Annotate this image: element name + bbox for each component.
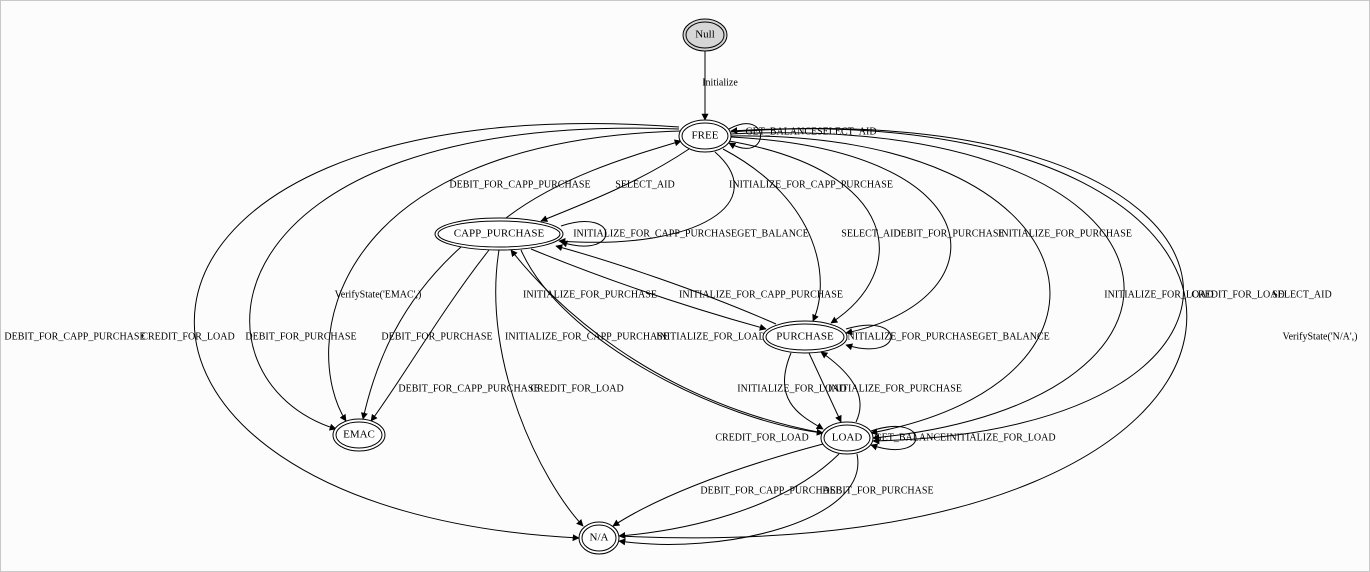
state-node-free: FREE	[679, 120, 731, 152]
edge-label: DEBIT_FOR_CAPP_PURCHASE	[398, 383, 539, 394]
edge-label: VerifyState('EMAC',)	[335, 289, 422, 300]
edge-label: INITIALIZE_FOR_PURCHASEGET_BALANCE	[844, 331, 1050, 342]
edge-label: CREDIT_FOR_LOAD	[141, 331, 234, 342]
edge-label: INITIALIZE_FOR_PURCHASE	[523, 289, 657, 300]
edge-label: DEBIT_FOR_PURCHASE	[245, 331, 356, 342]
edge-label: SELECT_AID	[841, 228, 900, 239]
state-node-load: LOAD	[821, 422, 873, 454]
edge-label: INITIALIZE_FOR_PURCHASE	[828, 383, 962, 394]
edge-label: CREDIT_FOR_LOAD	[715, 432, 808, 443]
edge-label: DEBIT_FOR_CAPP_PURCHASE	[700, 485, 841, 496]
edge-label: INITIALIZE_FOR_CAPP_PURCHASE	[505, 331, 669, 342]
edge-label: CREDIT_FOR_LOAD	[1191, 289, 1284, 300]
edge-label: DEBIT_FOR_PURCHASE	[381, 331, 492, 342]
edge-label: DEBIT_FOR_PURCHASE	[822, 485, 933, 496]
state-node-null: Null	[683, 19, 727, 51]
state-node-capp: CAPP_PURCHASE	[435, 218, 563, 250]
edge	[329, 131, 681, 421]
state-node-label: EMAC	[343, 429, 375, 441]
state-node-emac: EMAC	[333, 419, 385, 451]
edge-label: INITIALIZE_FOR_PURCHASE	[998, 228, 1132, 239]
edge-label: DEBIT_FOR_CAPP_PURCHASE	[4, 331, 145, 342]
edge	[619, 454, 858, 544]
edge-label: INITIALIZE_FOR_LOAD	[656, 331, 765, 342]
edge-label: INITIALIZE_FOR_CAPP_PURCHASE	[729, 179, 893, 190]
edge-label: INITIALIZE_FOR_CAPP_PURCHASE	[679, 289, 843, 300]
state-node-label: CAPP_PURCHASE	[454, 228, 545, 240]
edge-label: VerifyState('N/A',)	[1283, 331, 1358, 342]
edge	[556, 246, 776, 324]
state-node-na: N/A	[579, 522, 619, 554]
edge-label: SELECT_AID	[615, 179, 674, 190]
state-node-label: PURCHASE	[776, 331, 834, 343]
edge-label: Initialize	[702, 77, 738, 88]
edge-label: SELECT_AID	[1272, 289, 1331, 300]
edge-label: INITIALIZE_FOR_CAPP_PURCHASEGET_BALANCE	[573, 228, 809, 239]
state-node-label: LOAD	[832, 432, 863, 444]
state-node-purchase: PURCHASE	[763, 321, 847, 353]
edge-label: CREDIT_FOR_LOAD	[530, 383, 623, 394]
edge-label: DEBIT_FOR_CAPP_PURCHASE	[449, 179, 590, 190]
diagram-frame: { "diagram": { "type": "state-machine", …	[0, 0, 1370, 572]
state-diagram: InitializeGET_BALANCESELECT_AIDSELECT_AI…	[1, 1, 1370, 572]
state-node-label: N/A	[590, 532, 609, 544]
state-node-label: FREE	[692, 130, 719, 142]
state-node-label: Null	[695, 29, 715, 41]
